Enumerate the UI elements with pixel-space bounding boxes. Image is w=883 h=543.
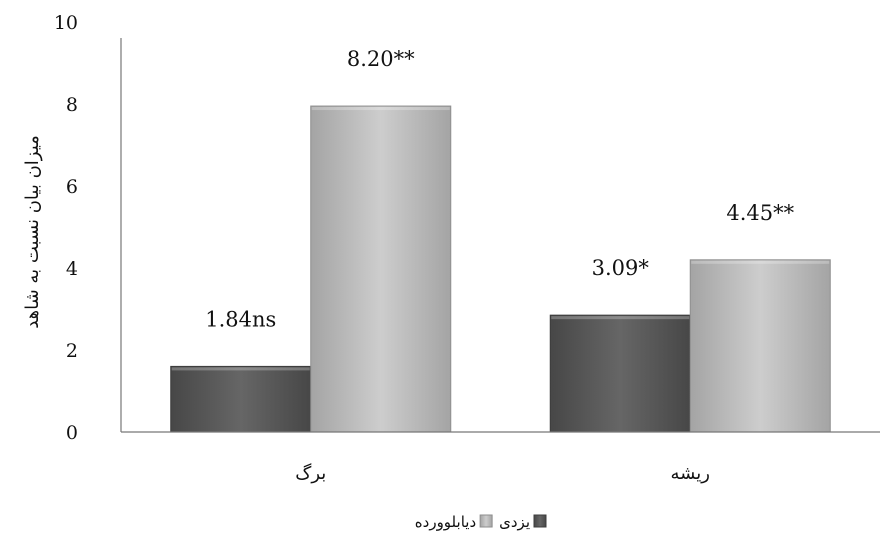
bar (549, 314, 691, 433)
data-label: 8.20** (347, 47, 415, 71)
bar (170, 365, 312, 433)
category-label: ریشه (671, 463, 710, 484)
data-label: 1.84ns (205, 307, 276, 331)
legend-swatch (479, 514, 493, 528)
bar-bevel (551, 316, 690, 320)
y-tick-label: 6 (66, 176, 78, 198)
legend-label: یزدی (499, 513, 530, 531)
data-label: 4.45** (726, 201, 794, 225)
bar (310, 105, 452, 433)
legend-swatch (533, 514, 547, 528)
axes (120, 38, 880, 433)
y-tick-label: 4 (66, 258, 78, 280)
y-tick-label: 0 (66, 422, 78, 444)
x-axis-categories: برگ ریشه (295, 463, 710, 484)
bar (689, 259, 831, 433)
y-tick-label: 10 (54, 12, 78, 34)
legend: یزدی دیابلوورده (415, 513, 547, 531)
data-labels: 1.84ns 8.20** 3.09* 4.45** (205, 47, 794, 331)
y-tick-label: 2 (66, 340, 78, 362)
category-label: برگ (295, 463, 326, 484)
y-tick-label: 8 (66, 94, 78, 116)
legend-label: دیابلوورده (415, 513, 476, 531)
bar-bevel (691, 260, 830, 264)
bar-bevel (311, 107, 450, 111)
y-axis-ticks: 0 2 4 6 8 10 (54, 12, 78, 444)
bars (170, 105, 831, 433)
bar-bevel (171, 367, 310, 371)
y-axis-label: میزان بیان نسبت به شاهد (22, 135, 43, 329)
data-label: 3.09* (592, 256, 650, 280)
